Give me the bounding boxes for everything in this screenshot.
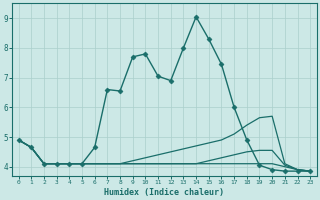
X-axis label: Humidex (Indice chaleur): Humidex (Indice chaleur)	[104, 188, 224, 197]
